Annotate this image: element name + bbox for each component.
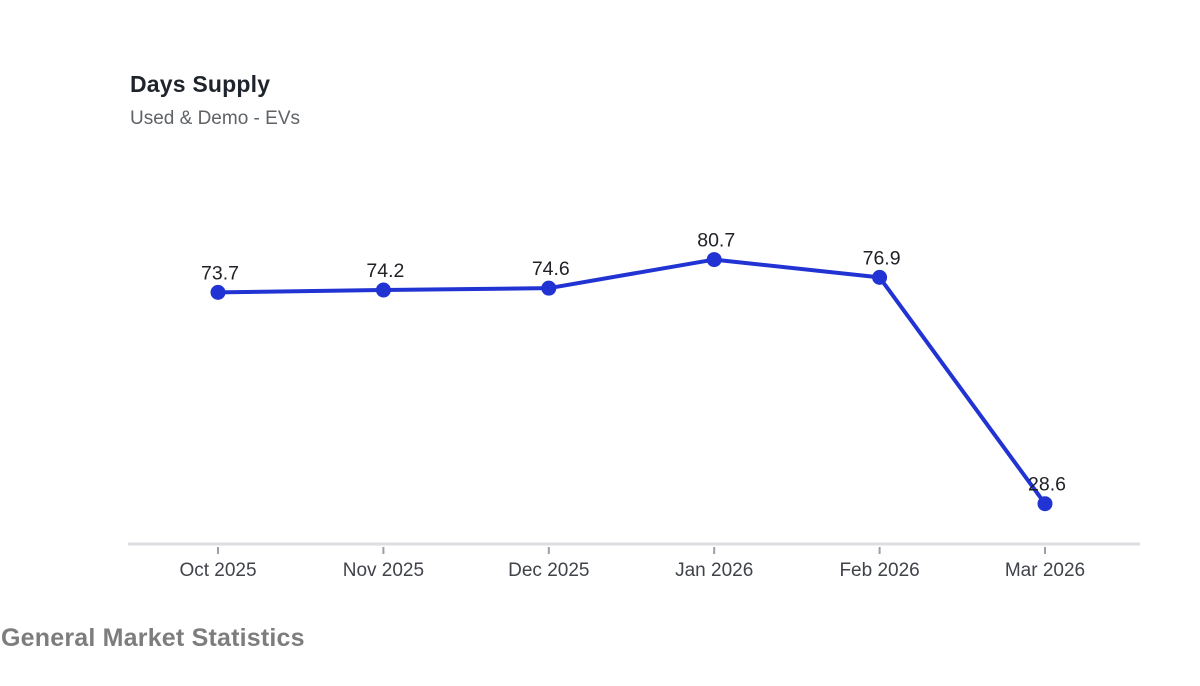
x-axis-label: Feb 2026 bbox=[839, 560, 919, 581]
series-line bbox=[216, 257, 1047, 506]
data-point-label: 76.9 bbox=[863, 247, 901, 269]
chart-title: Days Supply bbox=[130, 71, 271, 97]
data-point-marker bbox=[706, 252, 722, 268]
x-axis-label: Dec 2025 bbox=[508, 560, 589, 581]
chart-header: Days Supply Used & Demo - EVs bbox=[130, 71, 300, 130]
x-axis-label: Nov 2025 bbox=[343, 560, 424, 581]
data-point-marker bbox=[375, 282, 391, 298]
data-point-label: 74.6 bbox=[532, 258, 570, 280]
data-point-marker bbox=[1037, 496, 1053, 512]
data-point-marker bbox=[210, 284, 226, 300]
chart-subtitle: Used & Demo - EVs bbox=[130, 108, 300, 129]
x-axis-label: Oct 2025 bbox=[179, 560, 256, 581]
section-heading: General Market Statistics bbox=[1, 624, 305, 652]
data-point-marker bbox=[872, 269, 888, 285]
x-axis-label: Jan 2026 bbox=[675, 560, 753, 581]
data-point-label: 73.7 bbox=[201, 262, 239, 284]
data-point-label: 74.2 bbox=[366, 260, 404, 282]
data-point-label: 28.6 bbox=[1028, 474, 1066, 496]
data-point-label: 80.7 bbox=[697, 230, 735, 252]
data-point-marker bbox=[541, 280, 557, 296]
x-axis-label: Mar 2026 bbox=[1005, 560, 1085, 581]
